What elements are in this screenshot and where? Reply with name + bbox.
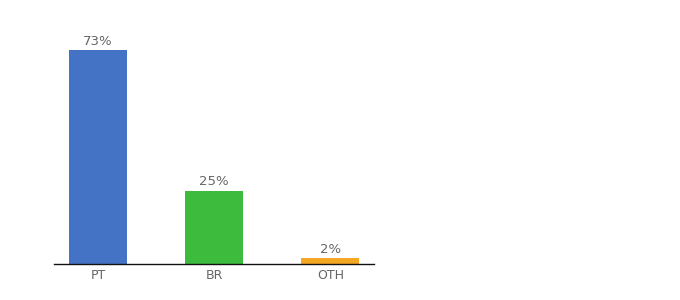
Bar <box>185 191 243 264</box>
Text: 73%: 73% <box>83 35 113 48</box>
Text: 2%: 2% <box>320 243 341 256</box>
Bar <box>69 50 127 264</box>
Text: 25%: 25% <box>199 176 229 188</box>
Bar <box>301 258 360 264</box>
